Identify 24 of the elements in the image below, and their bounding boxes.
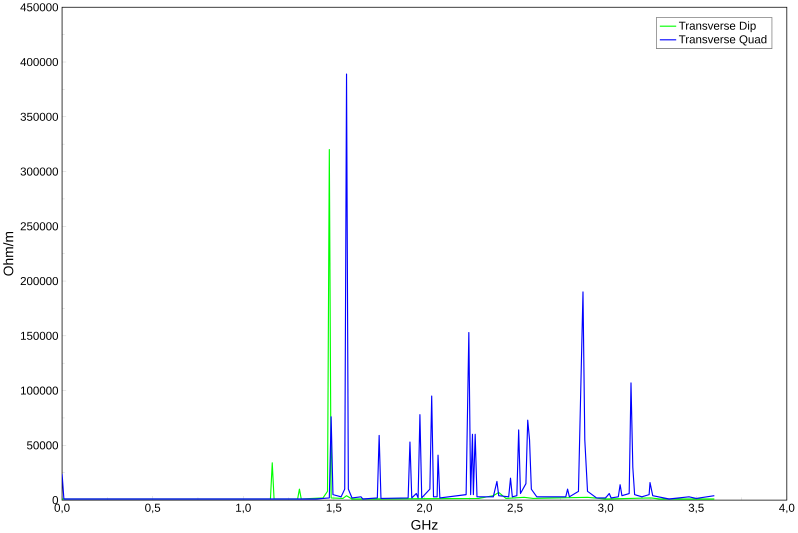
- legend-label: Transverse Dip: [678, 21, 756, 32]
- x-axis-title: GHz: [411, 520, 438, 530]
- y-tick-label: 400000: [20, 58, 58, 66]
- y-tick-label: 450000: [20, 3, 58, 12]
- y-tick-label: 200000: [20, 277, 58, 286]
- legend-label: Transverse Quad: [678, 34, 766, 46]
- y-tick-label: 250000: [20, 222, 58, 230]
- x-tick-label: 4,0: [779, 504, 794, 514]
- x-tick-label: 2,0: [417, 504, 432, 514]
- y-tick-label: 50000: [26, 441, 58, 450]
- y-tick-label: 150000: [20, 332, 58, 340]
- x-tick-label: 1,5: [326, 504, 342, 514]
- line-series: [62, 74, 715, 500]
- x-tick-label: 0,0: [54, 504, 70, 514]
- y-tick-label: 300000: [20, 168, 58, 176]
- x-tick-label: 1,0: [236, 504, 251, 514]
- y-tick-label: 100000: [20, 386, 58, 395]
- y-tick-label: 0: [52, 496, 58, 504]
- y-tick-label: 350000: [20, 112, 58, 121]
- x-tick-label: 3,0: [598, 504, 614, 514]
- y-axis-title: Ohm/m: [3, 232, 14, 276]
- x-tick-label: 0,5: [145, 504, 160, 514]
- x-tick-label: 3,5: [688, 504, 704, 514]
- x-tick-label: 2,5: [508, 504, 523, 514]
